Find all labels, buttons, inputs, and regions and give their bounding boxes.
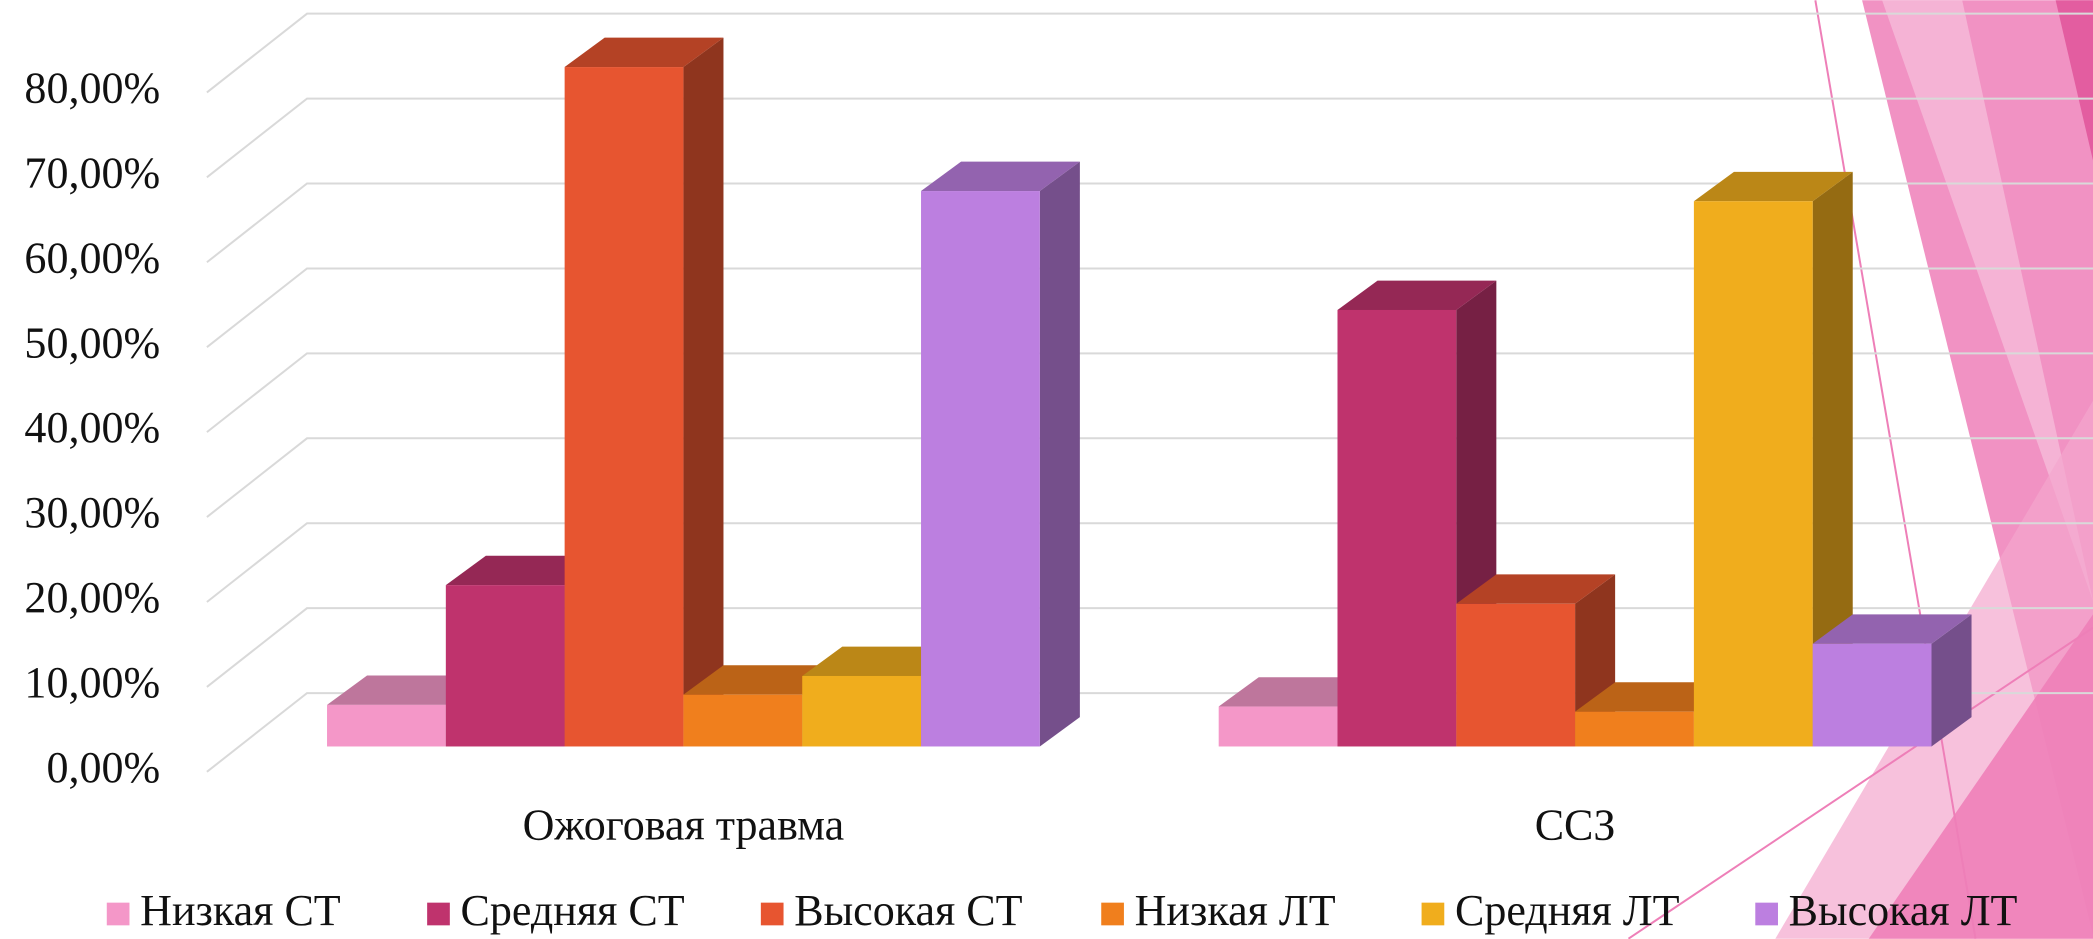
y-tick-label: 0,00% [46, 743, 160, 792]
legend-label: Высокая ЛТ [1789, 886, 2018, 935]
bar-front [564, 67, 684, 747]
legend-swatch [106, 902, 130, 926]
legend-swatch [1101, 902, 1124, 926]
y-tick-label: 40,00% [24, 403, 160, 452]
x-tick-label: Ожоговая травма [523, 800, 845, 849]
grid-line [206, 437, 2093, 518]
bar-side [1931, 614, 1972, 747]
bar-top [564, 37, 724, 68]
bar-front [1456, 603, 1576, 747]
legend-swatch [1421, 902, 1445, 926]
y-tick-label: 70,00% [24, 148, 160, 197]
bar-front [445, 585, 565, 747]
legend-swatch [760, 902, 784, 926]
y-tick-label: 80,00% [24, 64, 160, 113]
bar-front [1218, 706, 1338, 747]
bar [1812, 614, 1972, 747]
legend-swatch [1755, 902, 1778, 926]
bar-top [1337, 280, 1497, 310]
bar-top [1693, 171, 1853, 202]
bar-front [327, 704, 446, 747]
bar-front [1812, 643, 1932, 747]
grid-line [206, 267, 2093, 348]
bar [564, 37, 724, 747]
y-tick-label: 10,00% [24, 658, 160, 707]
bar-front [802, 675, 922, 747]
decor-shape [1882, 0, 2093, 601]
grid-line [206, 352, 2093, 433]
y-tick-label: 30,00% [24, 488, 160, 537]
bar-front [921, 191, 1040, 747]
decor-line [1627, 626, 2093, 939]
legend-label: Средняя ЛТ [1455, 886, 1680, 935]
y-tick-label: 50,00% [24, 318, 160, 367]
bar-front [1575, 711, 1694, 747]
bar-front [1337, 309, 1457, 747]
bar-top [1812, 614, 1972, 644]
legend-swatch [427, 902, 450, 926]
legend-label: Низкая СТ [140, 886, 341, 935]
decor-shape [1868, 614, 2093, 939]
grid-line [206, 97, 2093, 179]
bar-top [1456, 574, 1616, 604]
grid-line [206, 12, 2093, 94]
y-tick-label: 20,00% [24, 573, 160, 622]
bar-top [921, 161, 1080, 192]
legend-label: Высокая СТ [794, 886, 1022, 935]
bar [921, 161, 1080, 747]
decor-shape [2055, 0, 2093, 161]
legend-label: Низкая ЛТ [1135, 886, 1336, 935]
y-tick-label: 60,00% [24, 233, 160, 282]
bar-side [683, 37, 724, 747]
grid-line [206, 522, 2093, 603]
bar-front [1693, 201, 1813, 747]
x-tick-label: ССЗ [1535, 800, 1616, 849]
decor-line [1814, 0, 1977, 939]
grid-line [206, 182, 2093, 264]
bar-side [1039, 161, 1080, 747]
legend-label: Средняя СТ [461, 886, 685, 935]
bar-side [1812, 171, 1853, 747]
bar-front [683, 694, 803, 747]
bar [1693, 171, 1853, 747]
